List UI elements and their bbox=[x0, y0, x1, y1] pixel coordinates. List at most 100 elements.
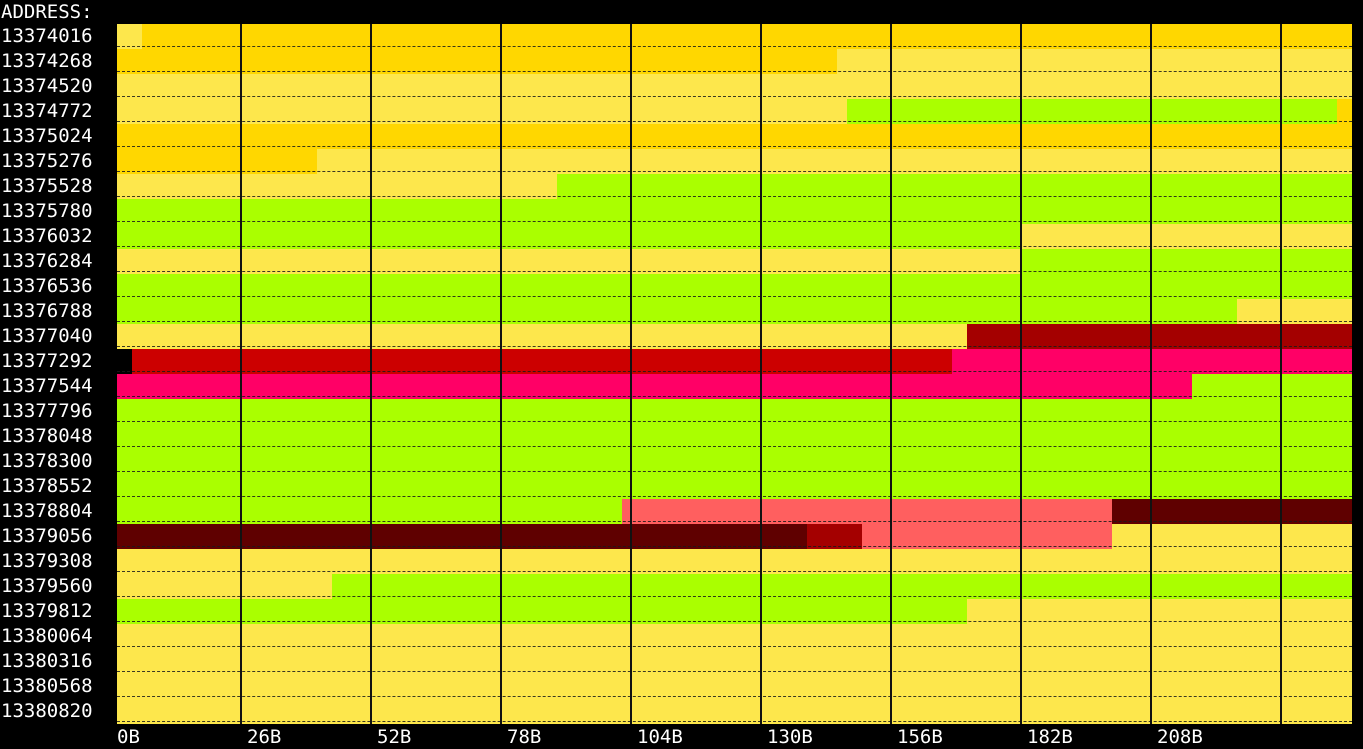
row-divider bbox=[117, 221, 1352, 222]
row-divider bbox=[117, 396, 1352, 397]
address-label: 13376788 bbox=[1, 300, 93, 322]
address-label-column: 13374016 13374268 13374520 13374772 13375024… bbox=[1, 24, 93, 724]
byte-offset-axis: 0B 26B 52B 78B 104B 130B 156B 182B 208B bbox=[0, 725, 1363, 749]
row-divider bbox=[117, 496, 1352, 497]
row-divider bbox=[117, 346, 1352, 347]
tick-line bbox=[630, 24, 632, 724]
row-divider bbox=[117, 596, 1352, 597]
row-divider bbox=[117, 546, 1352, 547]
memory-block bbox=[117, 24, 142, 49]
address-label: 13380316 bbox=[1, 650, 93, 672]
memory-block bbox=[117, 99, 847, 124]
memory-block bbox=[557, 174, 1352, 199]
row-divider bbox=[117, 46, 1352, 47]
memory-block bbox=[1112, 524, 1352, 549]
address-label: 13380568 bbox=[1, 675, 93, 697]
address-label: 13378552 bbox=[1, 475, 93, 497]
x-tick-label: 130B bbox=[767, 726, 813, 748]
row-divider bbox=[117, 696, 1352, 697]
memory-block bbox=[117, 399, 1352, 424]
memory-block bbox=[117, 349, 132, 374]
address-label: 13374772 bbox=[1, 100, 93, 122]
row-divider bbox=[117, 571, 1352, 572]
address-header: ADDRESS: bbox=[1, 1, 93, 23]
address-label: 13375780 bbox=[1, 200, 93, 222]
row-divider bbox=[117, 446, 1352, 447]
address-label: 13380820 bbox=[1, 700, 93, 722]
address-label: 13376536 bbox=[1, 275, 93, 297]
memory-block bbox=[952, 349, 1352, 374]
row-divider bbox=[117, 421, 1352, 422]
memory-block bbox=[117, 424, 1352, 449]
tick-line bbox=[890, 24, 892, 724]
memory-block bbox=[967, 324, 1352, 349]
memory-block bbox=[117, 49, 837, 74]
row-divider bbox=[117, 271, 1352, 272]
memory-block bbox=[117, 499, 622, 524]
address-label: 13375024 bbox=[1, 125, 93, 147]
row-divider bbox=[117, 296, 1352, 297]
address-label: 13378804 bbox=[1, 500, 93, 522]
tick-line bbox=[370, 24, 372, 724]
row-divider bbox=[117, 321, 1352, 322]
x-tick-label: 52B bbox=[377, 726, 412, 748]
memory-block bbox=[117, 274, 1352, 299]
x-tick-label: 26B bbox=[247, 726, 282, 748]
memory-block bbox=[132, 349, 952, 374]
row-divider bbox=[117, 246, 1352, 247]
address-label: 13374520 bbox=[1, 75, 93, 97]
row-divider bbox=[117, 471, 1352, 472]
x-tick-label: 156B bbox=[897, 726, 943, 748]
address-label: 13379560 bbox=[1, 575, 93, 597]
memory-block bbox=[117, 699, 1352, 724]
row-divider bbox=[117, 171, 1352, 172]
memory-block bbox=[117, 474, 1352, 499]
row-divider bbox=[117, 71, 1352, 72]
tick-line bbox=[240, 24, 242, 724]
memory-block bbox=[117, 324, 967, 349]
x-tick-label: 182B bbox=[1027, 726, 1073, 748]
memory-block bbox=[1337, 99, 1352, 124]
memory-block bbox=[117, 549, 1352, 574]
x-tick-label: 78B bbox=[507, 726, 542, 748]
memory-block bbox=[332, 574, 1352, 599]
tick-line bbox=[500, 24, 502, 724]
memory-block bbox=[1022, 249, 1352, 274]
memory-block bbox=[117, 249, 1022, 274]
address-label: 13375276 bbox=[1, 150, 93, 172]
address-label: 13376032 bbox=[1, 225, 93, 247]
memory-block bbox=[317, 149, 1352, 174]
address-label: 13376284 bbox=[1, 250, 93, 272]
row-divider bbox=[117, 146, 1352, 147]
memory-block bbox=[117, 649, 1352, 674]
tick-line bbox=[1150, 24, 1152, 724]
memory-block bbox=[117, 124, 1352, 149]
address-label: 13377544 bbox=[1, 375, 93, 397]
memory-block bbox=[117, 199, 1352, 224]
memory-block bbox=[837, 49, 1352, 74]
memory-block bbox=[117, 374, 1192, 399]
address-label: 13379308 bbox=[1, 550, 93, 572]
row-divider bbox=[117, 721, 1352, 722]
memory-block bbox=[117, 74, 1352, 99]
memory-block bbox=[117, 624, 1352, 649]
memory-block bbox=[967, 599, 1352, 624]
address-label: 13374268 bbox=[1, 50, 93, 72]
row-divider bbox=[117, 371, 1352, 372]
memory-block bbox=[117, 224, 1022, 249]
address-label: 13374016 bbox=[1, 25, 93, 47]
memory-block bbox=[117, 299, 1237, 324]
x-tick-label: 0B bbox=[117, 726, 140, 748]
address-label: 13377040 bbox=[1, 325, 93, 347]
row-divider bbox=[117, 521, 1352, 522]
tick-line bbox=[760, 24, 762, 724]
tick-line bbox=[1280, 24, 1282, 724]
memory-block bbox=[862, 524, 1112, 549]
address-label: 13377796 bbox=[1, 400, 93, 422]
memory-block bbox=[117, 674, 1352, 699]
memory-block bbox=[622, 499, 1112, 524]
memory-block bbox=[117, 574, 332, 599]
address-label: 13379812 bbox=[1, 600, 93, 622]
memory-block bbox=[847, 99, 1337, 124]
address-label: 13377292 bbox=[1, 350, 93, 372]
